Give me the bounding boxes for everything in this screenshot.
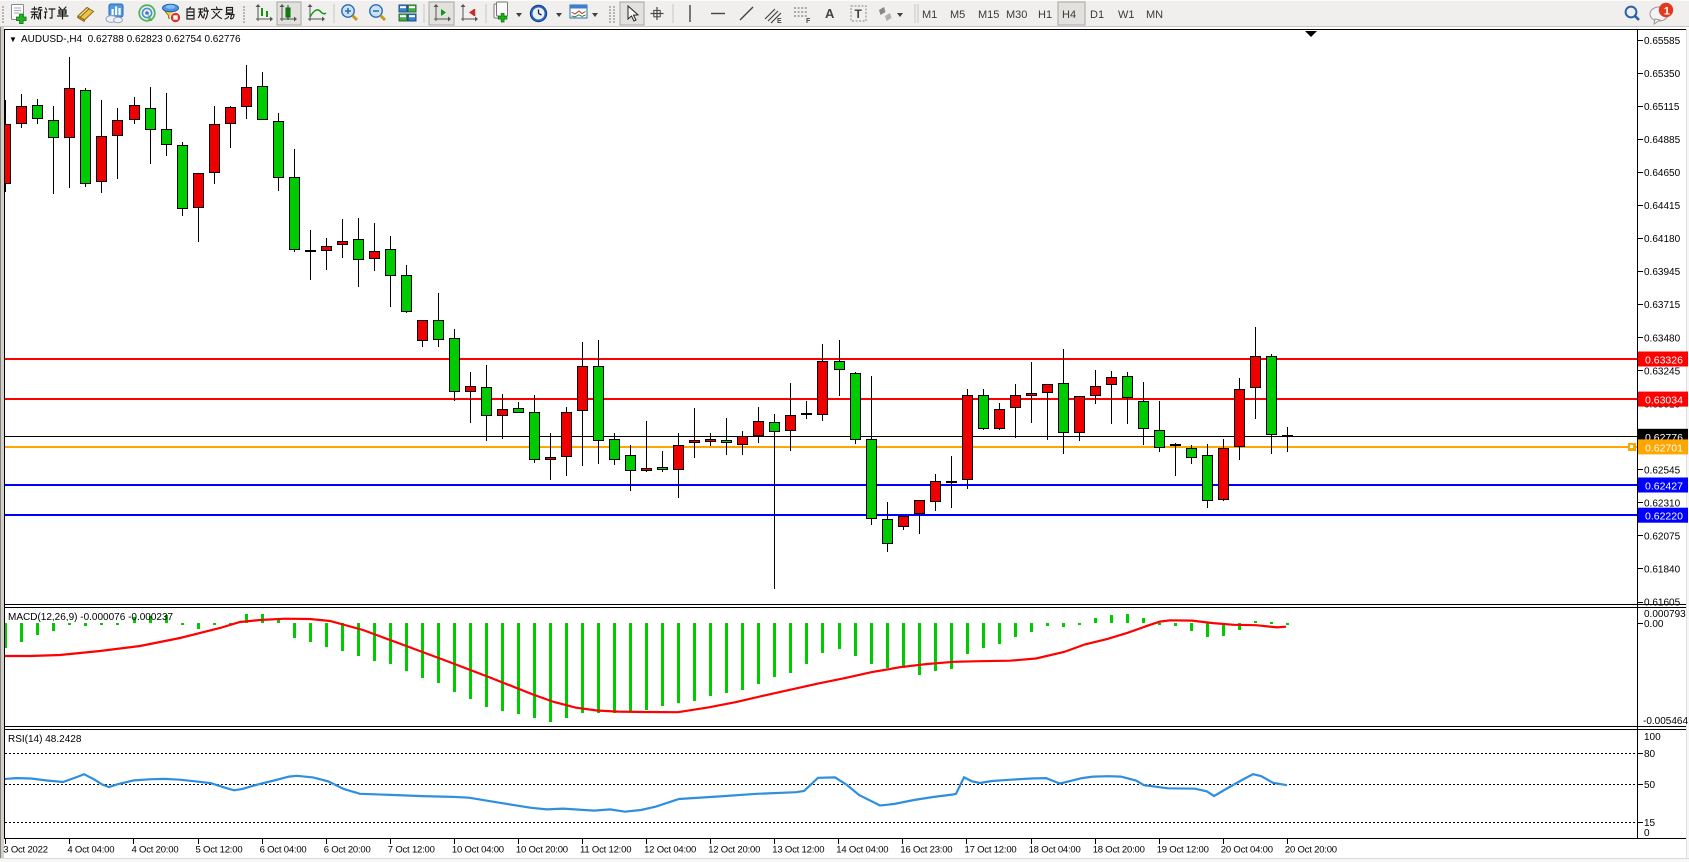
svg-text:0.64885: 0.64885 <box>1644 135 1681 146</box>
svg-text:12 Oct 20:00: 12 Oct 20:00 <box>708 845 760 856</box>
svg-text:80: 80 <box>1644 749 1656 760</box>
svg-text:F: F <box>806 18 811 25</box>
svg-text:AUDUSD-,H4 0.62788 0.62823 0.: AUDUSD-,H4 0.62788 0.62823 0.62754 0.627… <box>21 34 241 45</box>
svg-text:3 Oct 2022: 3 Oct 2022 <box>3 845 47 856</box>
svg-text:M30: M30 <box>1006 9 1027 21</box>
svg-text:D1: D1 <box>1090 9 1104 21</box>
svg-text:0: 0 <box>1644 828 1650 839</box>
svg-text:0.63034: 0.63034 <box>1645 395 1683 407</box>
svg-text:M5: M5 <box>950 9 965 21</box>
svg-text:0.63715: 0.63715 <box>1644 300 1681 311</box>
svg-text:18 Oct 04:00: 18 Oct 04:00 <box>1029 845 1081 856</box>
svg-text:0.00: 0.00 <box>1644 619 1664 630</box>
svg-text:1: 1 <box>1664 5 1670 17</box>
svg-text:4 Oct 04:00: 4 Oct 04:00 <box>67 845 114 856</box>
svg-text:11 Oct 12:00: 11 Oct 12:00 <box>580 845 631 856</box>
svg-text:6 Oct 20:00: 6 Oct 20:00 <box>324 845 371 856</box>
svg-text:0.63480: 0.63480 <box>1644 333 1681 344</box>
svg-text:14 Oct 04:00: 14 Oct 04:00 <box>836 845 888 856</box>
svg-text:0.64650: 0.64650 <box>1644 168 1681 179</box>
svg-text:0.61840: 0.61840 <box>1644 565 1681 576</box>
svg-text:13 Oct 12:00: 13 Oct 12:00 <box>772 845 824 856</box>
svg-text:12 Oct 04:00: 12 Oct 04:00 <box>644 845 696 856</box>
svg-text:0.64180: 0.64180 <box>1644 234 1681 245</box>
svg-text:M1: M1 <box>922 9 937 21</box>
svg-text:0.63326: 0.63326 <box>1645 355 1683 367</box>
svg-text:M15: M15 <box>978 9 999 21</box>
svg-text:0.65350: 0.65350 <box>1644 69 1681 80</box>
svg-text:T: T <box>855 7 863 21</box>
svg-text:50: 50 <box>1644 780 1656 791</box>
svg-text:10 Oct 20:00: 10 Oct 20:00 <box>516 845 568 856</box>
svg-text:A: A <box>825 6 835 21</box>
svg-text:0.62701: 0.62701 <box>1645 442 1683 454</box>
svg-text:▼: ▼ <box>9 35 17 44</box>
svg-text:17 Oct 12:00: 17 Oct 12:00 <box>965 845 1017 856</box>
svg-text:0.63945: 0.63945 <box>1644 267 1681 278</box>
svg-text:0.62427: 0.62427 <box>1645 481 1683 493</box>
svg-text:19 Oct 12:00: 19 Oct 12:00 <box>1157 845 1209 856</box>
svg-text:0.62545: 0.62545 <box>1644 465 1681 476</box>
svg-text:16 Oct 23:00: 16 Oct 23:00 <box>900 845 952 856</box>
svg-text:MN: MN <box>1146 9 1163 21</box>
svg-text:E: E <box>777 18 782 25</box>
svg-text:20 Oct 04:00: 20 Oct 04:00 <box>1221 845 1273 856</box>
svg-text:MACD(12,26,9) -0.000076 -0.000: MACD(12,26,9) -0.000076 -0.000237 <box>8 612 174 623</box>
svg-text:10 Oct 04:00: 10 Oct 04:00 <box>452 845 504 856</box>
svg-text:0.62220: 0.62220 <box>1645 511 1683 523</box>
svg-text:W1: W1 <box>1118 9 1135 21</box>
svg-text:0.65115: 0.65115 <box>1644 102 1680 113</box>
svg-text:7 Oct 12:00: 7 Oct 12:00 <box>388 845 435 856</box>
svg-text:0.62310: 0.62310 <box>1644 498 1681 509</box>
svg-text:5 Oct 12:00: 5 Oct 12:00 <box>196 845 243 856</box>
svg-text:15: 15 <box>1644 818 1656 829</box>
svg-text:H1: H1 <box>1038 9 1052 21</box>
svg-text:18 Oct 20:00: 18 Oct 20:00 <box>1093 845 1145 856</box>
svg-text:0.63245: 0.63245 <box>1644 366 1681 377</box>
svg-text:4 Oct 20:00: 4 Oct 20:00 <box>132 845 179 856</box>
svg-text:20 Oct 20:00: 20 Oct 20:00 <box>1285 845 1337 856</box>
svg-text:0.62075: 0.62075 <box>1644 532 1681 543</box>
svg-text:0.000793: 0.000793 <box>1644 609 1686 620</box>
svg-text:0.65585: 0.65585 <box>1644 36 1681 47</box>
svg-text:0.61605: 0.61605 <box>1644 598 1681 609</box>
svg-text:6 Oct 04:00: 6 Oct 04:00 <box>260 845 307 856</box>
svg-text:0.64415: 0.64415 <box>1644 201 1681 212</box>
svg-text:RSI(14) 48.2428: RSI(14) 48.2428 <box>8 734 82 745</box>
svg-text:100: 100 <box>1644 732 1661 743</box>
svg-text:-0.005464: -0.005464 <box>1643 716 1688 727</box>
svg-text:H4: H4 <box>1062 9 1076 21</box>
